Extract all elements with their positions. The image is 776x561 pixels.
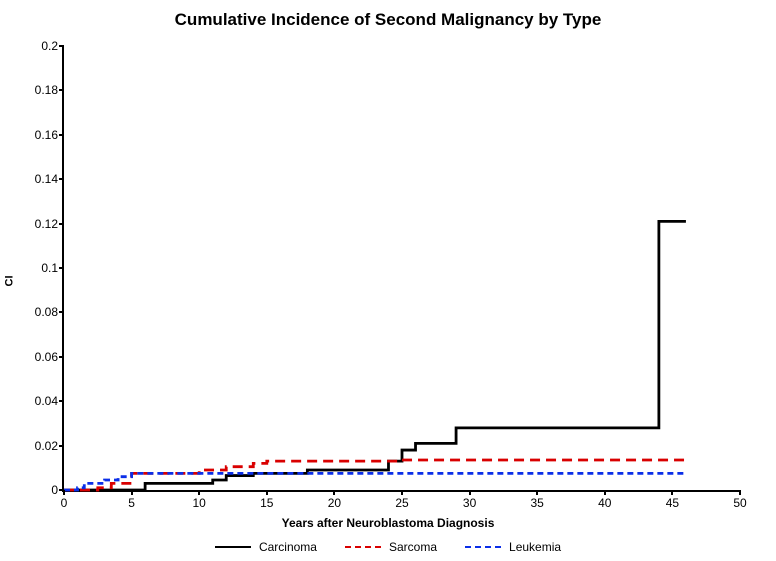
plot-area: 00.020.040.060.080.10.120.140.160.180.20… [62,46,740,492]
legend-label: Leukemia [509,540,561,554]
y-tick-label: 0.08 [35,305,64,319]
legend-label: Carcinoma [259,540,317,554]
series-layer [64,46,740,490]
chart-title: Cumulative Incidence of Second Malignanc… [0,10,776,30]
y-tick-label: 0.1 [41,261,64,275]
x-tick-label: 15 [260,490,273,510]
y-tick-label: 0.04 [35,394,64,408]
y-tick-label: 0.12 [35,217,64,231]
y-tick-label: 0.16 [35,128,64,142]
legend-label: Sarcoma [389,540,437,554]
legend-item-leukemia: Leukemia [465,540,561,554]
legend-swatch [345,546,381,548]
x-tick-label: 25 [395,490,408,510]
series-sarcoma [64,460,686,490]
y-axis-label: CI [4,275,16,286]
x-tick-label: 20 [328,490,341,510]
legend-swatch [465,546,501,548]
x-tick-label: 5 [128,490,135,510]
x-tick-label: 50 [733,490,746,510]
x-tick-label: 10 [193,490,206,510]
y-tick-label: 0.02 [35,439,64,453]
x-tick-label: 30 [463,490,476,510]
legend-item-sarcoma: Sarcoma [345,540,437,554]
x-tick-label: 35 [531,490,544,510]
series-leukemia [64,473,686,490]
y-tick-label: 0.06 [35,350,64,364]
y-tick-label: 0.18 [35,83,64,97]
x-tick-label: 40 [598,490,611,510]
x-axis-label: Years after Neuroblastoma Diagnosis [0,516,776,530]
legend-item-carcinoma: Carcinoma [215,540,317,554]
series-carcinoma [64,221,686,490]
x-tick-label: 45 [666,490,679,510]
y-tick-label: 0.2 [41,39,64,53]
legend: Carcinoma Sarcoma Leukemia [0,540,776,554]
legend-swatch [215,546,251,548]
x-tick-label: 0 [61,490,68,510]
y-tick-label: 0.14 [35,172,64,186]
